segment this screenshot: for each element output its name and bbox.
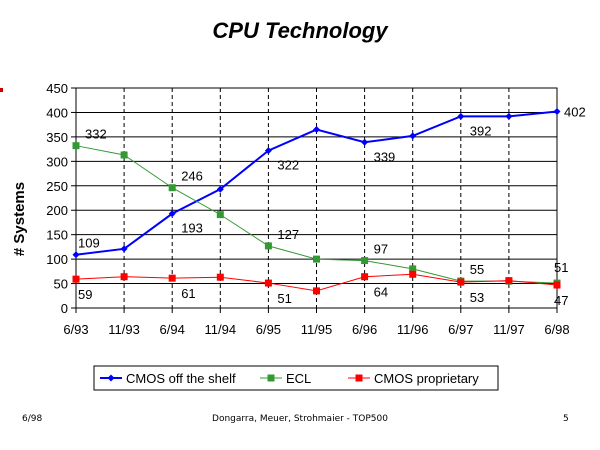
legend-marker: [355, 374, 363, 382]
y-tick-label: 150: [46, 228, 68, 243]
x-tick-label: 11/93: [108, 322, 140, 337]
data-point: [313, 126, 320, 134]
data-point: [505, 277, 513, 285]
data-label: 332: [85, 127, 107, 142]
data-point: [361, 273, 369, 281]
x-tick-label: 11/96: [397, 322, 429, 337]
y-tick-label: 450: [46, 81, 68, 96]
y-tick-label: 350: [46, 130, 68, 145]
x-tick-label: 6/95: [256, 322, 281, 337]
data-labels: 109 193 322 339 392 402 332 246 127 97 55 51 59 61 51 6…: [78, 104, 586, 308]
y-tick-label: 100: [46, 252, 68, 267]
chart-title: CPU Technology: [212, 18, 388, 43]
data-point: [264, 242, 272, 250]
data-point: [120, 273, 128, 281]
data-label: 51: [554, 260, 568, 275]
data-label: 109: [78, 236, 100, 251]
x-tick-label: 6/98: [544, 322, 569, 337]
data-point: [457, 112, 465, 120]
x-tick-labels: 6/93 11/93 6/94 11/94 6/95 11/95 6/96 11/96 6/97…: [63, 322, 569, 337]
legend-box: [93, 365, 499, 391]
grid: [71, 87, 558, 313]
y-tick-label: 50: [54, 277, 68, 292]
x-tick-label: 6/93: [63, 322, 88, 337]
data-point: [409, 132, 417, 140]
footer-authors: Dongarra, Meuer, Strohmaier - TOP500: [212, 414, 388, 424]
data-point: [361, 257, 369, 265]
side-mark: [0, 88, 3, 92]
data-point: [72, 251, 80, 259]
y-tick-label: 400: [46, 105, 68, 120]
data-label: 127: [277, 227, 299, 242]
data-point: [120, 151, 128, 159]
data-label: 51: [277, 291, 291, 306]
data-point: [313, 287, 320, 295]
data-label: 193: [181, 221, 203, 236]
legend-label: ECL: [286, 371, 311, 386]
data-label: 53: [470, 290, 484, 305]
data-label: 59: [78, 287, 92, 302]
data-point: [216, 273, 224, 281]
legend: CMOS off the shelf ECL CMOS proprietary: [93, 365, 499, 391]
y-tick-label: 250: [46, 179, 68, 194]
data-point: [264, 147, 272, 155]
data-label: 97: [374, 242, 388, 257]
y-tick-label: 200: [46, 203, 68, 218]
y-tick-labels: 0 50 100 150 200 250 300 350 400 450: [46, 81, 68, 316]
data-point: [457, 278, 465, 286]
data-point: [361, 138, 369, 146]
legend-marker: [107, 374, 115, 382]
footer-date: 6/98: [22, 414, 43, 424]
data-label: 322: [277, 158, 299, 173]
data-point: [553, 107, 561, 115]
data-label: 64: [374, 285, 388, 300]
data-label: 339: [374, 149, 396, 164]
data-label: 402: [564, 104, 586, 119]
x-tick-label: 6/94: [160, 322, 185, 337]
data-point: [313, 255, 320, 263]
data-point: [120, 245, 128, 253]
footer-page-number: 5: [563, 414, 569, 424]
legend-label: CMOS proprietary: [374, 371, 479, 386]
data-point: [553, 281, 561, 289]
x-tick-label: 11/94: [205, 322, 237, 337]
data-point: [72, 142, 80, 150]
data-point: [168, 210, 176, 218]
legend-marker: [267, 374, 275, 382]
x-tick-label: 6/96: [352, 322, 377, 337]
data-point: [216, 211, 224, 219]
x-tick-label: 11/97: [493, 322, 525, 337]
data-point: [409, 265, 417, 273]
y-tick-label: 0: [61, 301, 68, 316]
data-point: [216, 185, 224, 193]
data-point: [505, 112, 513, 120]
data-label: 55: [470, 262, 484, 277]
x-tick-label: 6/97: [448, 322, 473, 337]
series-group: [72, 107, 561, 295]
data-point: [168, 274, 176, 282]
x-tick-label: 11/95: [301, 322, 333, 337]
data-label: 246: [181, 169, 203, 184]
data-label: 61: [181, 286, 195, 301]
legend-label: CMOS off the shelf: [126, 371, 236, 386]
data-point: [264, 279, 272, 287]
data-point: [168, 184, 176, 192]
data-label: 47: [554, 293, 568, 308]
data-point: [72, 275, 80, 283]
y-axis-label: # Systems: [11, 182, 28, 256]
plot-area: [75, 87, 558, 309]
data-label: 392: [470, 123, 492, 138]
data-point: [409, 270, 417, 278]
y-tick-label: 300: [46, 154, 68, 169]
